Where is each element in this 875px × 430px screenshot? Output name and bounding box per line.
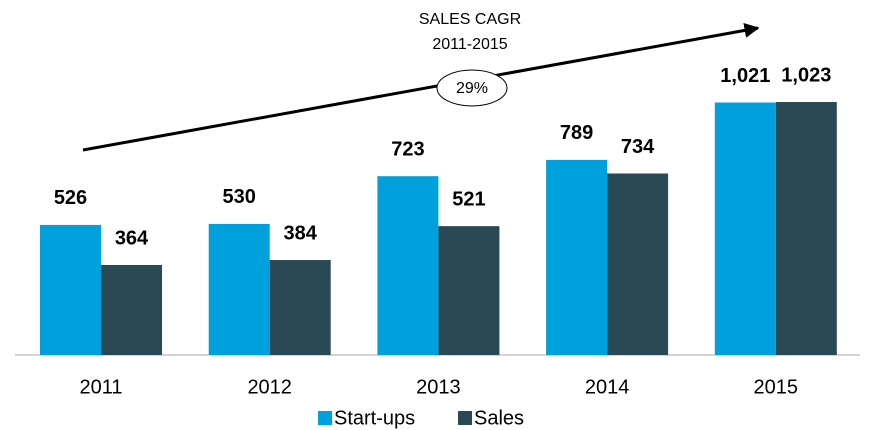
legend-swatch xyxy=(458,411,472,425)
bar xyxy=(40,224,101,355)
value-label: 789 xyxy=(560,122,593,144)
annotation-line: 2011-2015 xyxy=(432,36,507,53)
value-label: 1,021 xyxy=(720,65,770,87)
bar xyxy=(269,260,331,355)
x-tick-label: 2013 xyxy=(416,376,461,398)
value-label: 734 xyxy=(621,136,655,158)
annotation-line: SALES CAGR xyxy=(419,11,521,28)
annotation-bubble xyxy=(436,69,508,107)
cagr-arrow xyxy=(82,23,760,152)
x-tick-label: 2012 xyxy=(247,376,292,398)
legend-swatch xyxy=(318,411,332,425)
bar xyxy=(546,159,608,355)
bar xyxy=(775,102,837,355)
legend-label: Sales xyxy=(474,407,524,429)
value-label: 530 xyxy=(223,186,256,208)
bar xyxy=(607,173,669,355)
annotation-value: 29% xyxy=(456,80,488,97)
value-label: 384 xyxy=(284,222,318,244)
bar xyxy=(377,176,439,355)
value-label: 1,023 xyxy=(781,64,831,86)
value-label: 521 xyxy=(452,188,485,210)
legend-label: Start-ups xyxy=(334,407,415,429)
bar xyxy=(438,226,500,355)
value-label: 723 xyxy=(391,138,424,160)
x-tick-label: 2014 xyxy=(585,376,630,398)
bar xyxy=(208,223,270,355)
bar xyxy=(714,102,776,355)
x-tick-label: 2015 xyxy=(754,376,799,398)
bar xyxy=(101,264,162,355)
value-label: 526 xyxy=(54,187,87,209)
x-tick-label: 2011 xyxy=(79,376,122,398)
value-label: 364 xyxy=(115,227,149,249)
